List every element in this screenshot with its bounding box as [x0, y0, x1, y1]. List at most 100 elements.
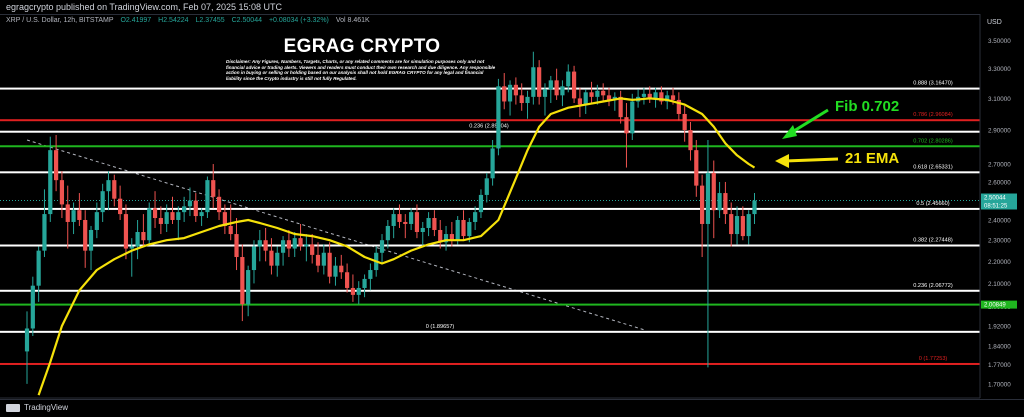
- fib-level-label: 0.888 (3.16470): [913, 81, 953, 87]
- fib-line: [0, 289, 980, 292]
- candle-body: [42, 214, 47, 251]
- candle-body: [409, 212, 414, 224]
- symbol-legend[interactable]: XRP / U.S. Dollar, 12h, BITSTAMP O2.4199…: [6, 17, 375, 24]
- candle-body: [106, 180, 111, 192]
- currency-label[interactable]: USD: [987, 19, 1002, 26]
- candle-body: [356, 287, 361, 295]
- candle-body: [71, 210, 76, 222]
- trendline-group: [26, 139, 645, 331]
- ema-line: [37, 97, 756, 396]
- candle-body: [729, 214, 734, 235]
- candle-body: [548, 80, 553, 90]
- y-tick-label: 1.77000: [988, 362, 1011, 369]
- legend-close: C2.50044: [231, 17, 262, 24]
- fib-level-label: 0.5 (2.45660): [916, 201, 949, 207]
- candle-body: [513, 84, 518, 96]
- y-tick-label: 2.30000: [988, 238, 1011, 245]
- candle-body: [379, 240, 385, 253]
- candle-body: [199, 212, 204, 217]
- candle-body: [321, 252, 326, 266]
- callout-arrows: [775, 108, 839, 168]
- price-label-text: 2.00849: [984, 303, 1006, 309]
- publish-bar: egragcrypto published on TradingView.com…: [0, 0, 1024, 14]
- candle-body: [327, 252, 332, 277]
- footer-bar: TradingView: [0, 399, 1024, 417]
- candle-body: [641, 93, 647, 97]
- candle-body: [694, 150, 699, 186]
- fib-line: [0, 207, 980, 210]
- candle-body: [653, 92, 658, 99]
- candle-body: [292, 238, 297, 249]
- candle-body: [734, 216, 740, 235]
- candle-body: [112, 180, 117, 199]
- fib-arrow-shaft: [788, 108, 829, 136]
- publisher-text: egragcrypto published on TradingView.com…: [6, 2, 283, 12]
- candle-body: [205, 180, 210, 213]
- y-tick-label: 2.40000: [988, 217, 1011, 224]
- candles: [24, 51, 757, 384]
- candle-body: [705, 172, 711, 224]
- candle-body: [310, 244, 315, 255]
- y-tick-label: 2.10000: [988, 281, 1011, 288]
- ema-line-group: [37, 97, 756, 396]
- ema-arrow-head: [775, 154, 789, 168]
- tradingview-logo[interactable]: TradingView: [6, 403, 68, 412]
- candle-body: [676, 99, 681, 114]
- candle-body: [211, 180, 216, 197]
- candle-body: [740, 216, 745, 237]
- candle-body: [246, 270, 251, 305]
- fib-line: [0, 119, 980, 122]
- price-label-text: 08:51:25: [984, 204, 1008, 210]
- fib-level-label: 0 (1.89657): [426, 324, 455, 330]
- candle-body: [507, 84, 513, 102]
- candle-body: [118, 198, 123, 215]
- candle-body: [589, 92, 594, 97]
- candle-body: [670, 95, 676, 100]
- fib-line: [0, 145, 980, 148]
- candle-body: [461, 219, 466, 237]
- candle-body: [170, 212, 175, 220]
- candle-body: [333, 265, 338, 277]
- fib-line: [0, 362, 980, 365]
- candle-body: [682, 113, 687, 131]
- candle-body: [216, 196, 222, 213]
- candle-body: [187, 200, 193, 207]
- y-tick-label: 2.20000: [988, 259, 1011, 266]
- legend-volume: Vol 8.461K: [335, 17, 370, 24]
- y-tick-label: 3.30000: [988, 66, 1011, 73]
- tradingview-brand: TradingView: [24, 403, 69, 412]
- candle-body: [426, 218, 431, 228]
- candle-body: [665, 95, 670, 102]
- candle-body: [83, 219, 88, 251]
- candle-body: [397, 214, 402, 222]
- candle-body: [263, 240, 268, 251]
- legend-symbol[interactable]: XRP / U.S. Dollar, 12h, BITSTAMP: [6, 17, 114, 24]
- candle-body: [391, 214, 396, 226]
- candle-body: [129, 246, 134, 249]
- candle-body: [659, 92, 664, 102]
- candle-body: [193, 200, 198, 217]
- candle-body: [362, 278, 367, 288]
- disclaimer-text: Disclaimer: Any Figures, Numbers, Target…: [226, 59, 496, 81]
- top-border: [0, 14, 980, 15]
- candle-body: [339, 265, 344, 273]
- fib-level-label: 0.702 (2.80286): [913, 138, 953, 144]
- candle-body: [350, 287, 356, 295]
- fib-level-label: 0.382 (2.27448): [913, 238, 953, 244]
- candle-body: [647, 93, 652, 99]
- candle-body: [240, 257, 245, 305]
- candle-body: [490, 148, 495, 179]
- candle-body: [147, 208, 152, 241]
- candle-body: [449, 234, 454, 241]
- fib-level-label: 0.786 (2.96084): [913, 112, 953, 118]
- candle-body: [54, 150, 59, 181]
- candle-body: [688, 130, 693, 151]
- candle-body: [700, 185, 705, 224]
- candle-body: [455, 219, 460, 241]
- fib-levels: 0.888 (3.16470) 0.786 (2.96084) 0.236 (2.8…: [0, 81, 980, 365]
- candle-body: [577, 98, 582, 105]
- candle-body: [48, 150, 53, 215]
- candle-body: [601, 90, 606, 96]
- candle-body: [478, 194, 484, 213]
